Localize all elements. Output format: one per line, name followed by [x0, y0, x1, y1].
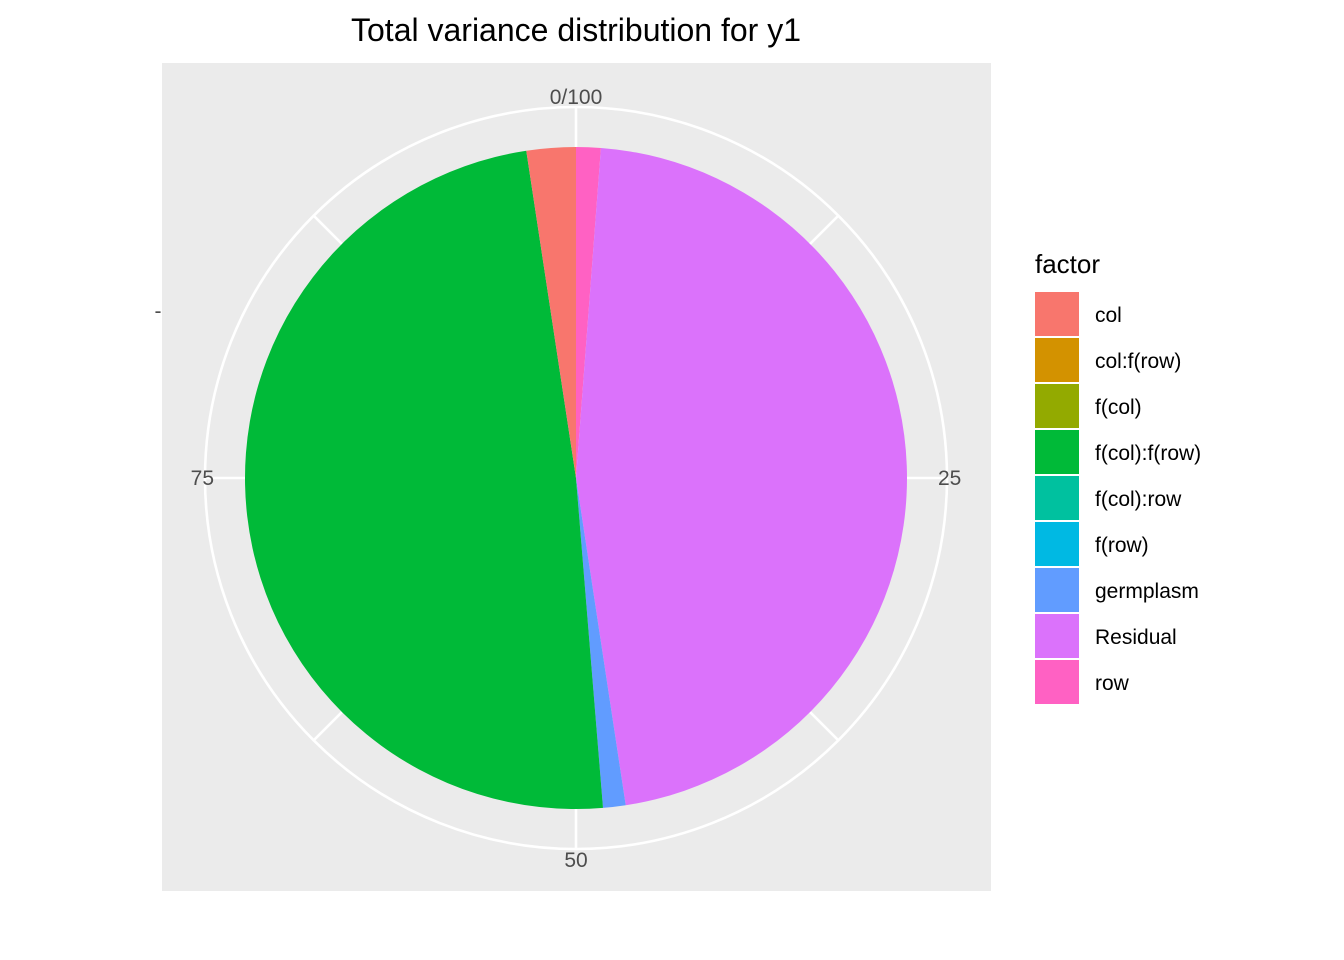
legend-key [1035, 476, 1079, 520]
legend-key [1035, 292, 1079, 336]
legend-key [1035, 338, 1079, 382]
legend-label: col [1095, 304, 1122, 327]
legend-label: f(row) [1095, 534, 1149, 557]
pie-slice-f-col-f-row- [244, 150, 604, 809]
theta-tick-label: 25 [938, 467, 961, 490]
theta-tick-labels: 0/100 25 50 75 [191, 86, 962, 872]
legend-key [1035, 660, 1079, 704]
theta-tick-label: 0/100 [550, 86, 603, 109]
pie-slice-germplasm [576, 478, 626, 808]
legend-key [1035, 614, 1079, 658]
legend: factor col col:f(row) f(col) f(col):f(row) f… [1035, 249, 1201, 704]
legend-key [1035, 430, 1079, 474]
chart-title: Total variance distribution for y1 [351, 12, 801, 48]
legend-label: f(col):row [1095, 488, 1182, 511]
legend-key [1035, 384, 1079, 428]
pie-slice-col [526, 147, 576, 478]
legend-key [1035, 568, 1079, 612]
legend-title: factor [1035, 249, 1100, 279]
theta-tick-label: 50 [564, 849, 587, 872]
pie-slices [244, 147, 907, 809]
legend-label: col:f(row) [1095, 350, 1181, 373]
legend-label: Residual [1095, 626, 1177, 649]
y-axis-label: - [155, 300, 162, 323]
legend-label: f(col):f(row) [1095, 442, 1201, 465]
pie-slice-row [576, 147, 601, 478]
legend-key [1035, 522, 1079, 566]
legend-label: f(col) [1095, 396, 1142, 419]
theta-tick-label: 75 [191, 467, 214, 490]
legend-label: germplasm [1095, 580, 1199, 603]
pie-slice-residual [576, 147, 907, 806]
legend-label: row [1095, 672, 1130, 695]
